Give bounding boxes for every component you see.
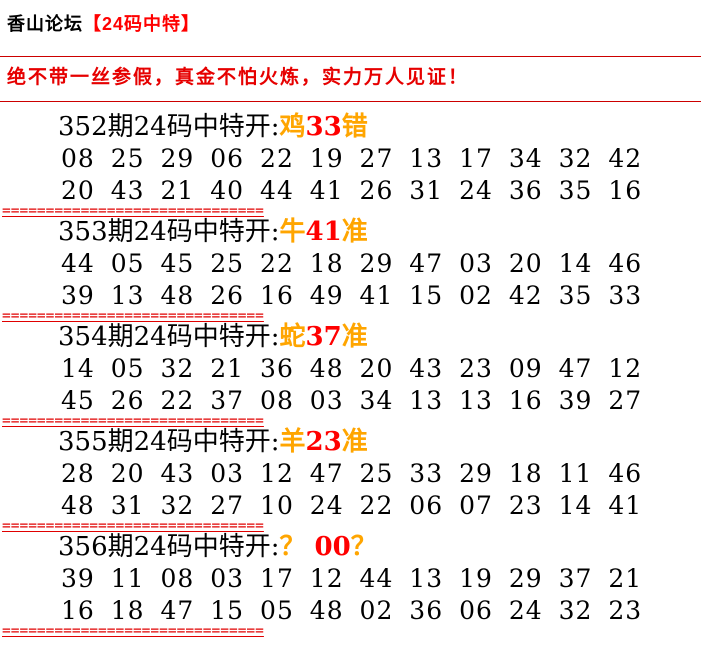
lottery-section: 356期24码中特开:？ 00？ 39 11 08 03 17 12 44 13…: [0, 531, 701, 639]
section-header: 352期24码中特开:鸡33错: [58, 111, 701, 143]
numbers-row-1: 08 25 29 06 22 19 27 13 17 34 32 42: [61, 144, 643, 173]
zodiac-char: 蛇: [279, 322, 306, 352]
verdict-char: 错: [341, 112, 368, 142]
section-header: 355期24码中特开:羊23准: [58, 426, 701, 458]
section-separator: ==============================: [2, 623, 264, 639]
hit-number: 37: [305, 322, 342, 352]
top-divider: [0, 56, 701, 57]
section-separator: ==============================: [2, 413, 264, 429]
lottery-section: 352期24码中特开:鸡33错 08 25 29 06 22 19 27 13 …: [0, 111, 701, 219]
section-header: 354期24码中特开:蛇37准: [58, 321, 701, 353]
numbers-row-1: 44 05 45 25 22 18 29 47 03 20 14 46: [61, 249, 643, 278]
numbers-row-2: 16 18 47 15 05 48 02 36 06 24 32 23: [61, 596, 643, 625]
slogan-divider: [0, 101, 701, 102]
forum-page: 香山论坛【24码中特】 绝不带一丝参假，真金不怕火炼，实力万人见证！ 352期2…: [0, 12, 701, 658]
hit-number: 41: [305, 217, 342, 247]
section-label: 352期24码中特开:: [58, 112, 280, 142]
sections: 352期24码中特开:鸡33错 08 25 29 06 22 19 27 13 …: [0, 111, 701, 639]
verdict-char: 准: [341, 322, 368, 352]
lottery-section: 355期24码中特开:羊23准 28 20 43 03 12 47 25 33 …: [0, 426, 701, 534]
verdict-char: 准: [341, 217, 368, 247]
page-title: 香山论坛【24码中特】: [7, 12, 701, 36]
verdict-char: ？: [350, 532, 377, 562]
numbers-row-1: 28 20 43 03 12 47 25 33 29 18 11 46: [61, 459, 643, 488]
forum-name: 香山论坛: [7, 14, 83, 34]
topic-badge: 【24码中特】: [83, 14, 201, 34]
section-label: 353期24码中特开:: [58, 217, 280, 247]
section-label: 354期24码中特开:: [58, 322, 280, 352]
lottery-section: 354期24码中特开:蛇37准 14 05 32 21 36 48 20 43 …: [0, 321, 701, 429]
zodiac-char: 牛: [279, 217, 306, 247]
section-separator: ==============================: [2, 308, 264, 324]
zodiac-char: ？: [279, 532, 315, 562]
slogan-text: 绝不带一丝参假，真金不怕火炼，实力万人见证！: [7, 67, 470, 88]
section-label: 355期24码中特开:: [58, 427, 280, 457]
numbers-row-1: 14 05 32 21 36 48 20 43 23 09 47 12: [61, 354, 643, 383]
hit-number: 33: [305, 112, 342, 142]
verdict-char: 准: [341, 427, 368, 457]
section-header: 353期24码中特开:牛41准: [58, 216, 701, 248]
section-separator: ==============================: [2, 518, 264, 534]
zodiac-char: 鸡: [279, 112, 306, 142]
section-header: 356期24码中特开:？ 00？: [58, 531, 701, 563]
section-label: 356期24码中特开:: [58, 532, 280, 562]
zodiac-char: 羊: [279, 427, 306, 457]
numbers-row-2: 45 26 22 37 08 03 34 13 13 16 39 27: [61, 386, 643, 415]
hit-number: 23: [305, 427, 342, 457]
numbers-row-2: 39 13 48 26 16 49 41 15 02 42 35 33: [61, 281, 643, 310]
lottery-section: 353期24码中特开:牛41准 44 05 45 25 22 18 29 47 …: [0, 216, 701, 324]
section-separator: ==============================: [2, 203, 264, 219]
numbers-row-2: 48 31 32 27 10 24 22 06 07 23 14 41: [61, 491, 643, 520]
numbers-row-1: 39 11 08 03 17 12 44 13 19 29 37 21: [61, 564, 643, 593]
numbers-row-2: 20 43 21 40 44 41 26 31 24 36 35 16: [61, 176, 643, 205]
hit-number: 00: [314, 532, 351, 562]
